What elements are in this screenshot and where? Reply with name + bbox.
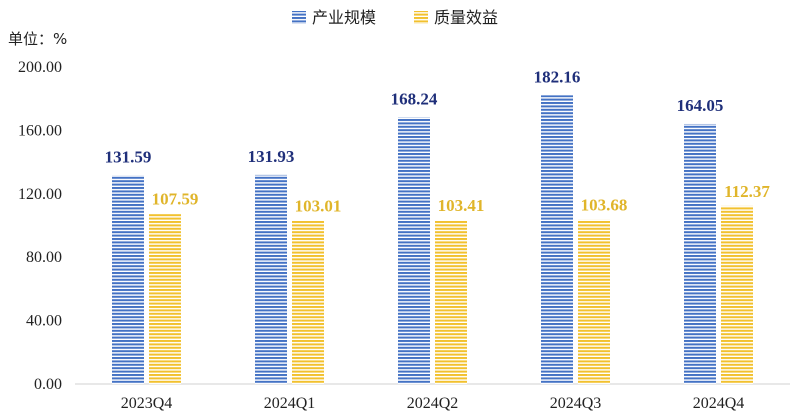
x-axis: 2023Q4 2024Q1 2024Q2 2024Q3 2024Q4 — [121, 395, 745, 412]
legend-label-series-1: 产业规模 — [312, 8, 376, 27]
bar-series-2-2023Q4 — [149, 213, 181, 384]
legend-label-series-2: 质量效益 — [434, 8, 498, 27]
legend-swatch-series-1 — [292, 11, 306, 24]
y-tick-label: 200.00 — [18, 59, 62, 76]
data-label-series-2-2024Q3: 103.68 — [581, 196, 628, 215]
y-tick-label: 40.00 — [26, 313, 62, 330]
data-label-series-1-2024Q2: 168.24 — [391, 89, 438, 108]
bar-series-2-2024Q2 — [435, 220, 467, 384]
y-tick-label: 0.00 — [34, 376, 62, 393]
bar-series-2-2024Q4 — [721, 205, 753, 384]
x-tick-label: 2024Q4 — [693, 395, 745, 412]
bar-series-1-2024Q1 — [255, 174, 287, 384]
unit-label: 单位：% — [8, 30, 67, 48]
data-label-series-2-2023Q4: 107.59 — [152, 189, 199, 208]
x-tick-label: 2024Q1 — [264, 395, 316, 412]
bar-series-2-2024Q3 — [578, 219, 610, 384]
data-label-series-1-2024Q4: 164.05 — [677, 96, 724, 115]
x-tick-label: 2023Q4 — [121, 395, 173, 412]
bar-series-1-2024Q3 — [541, 95, 573, 384]
data-label-series-1-2023Q4: 131.59 — [105, 147, 152, 166]
data-label-series-2-2024Q2: 103.41 — [438, 196, 485, 215]
y-axis: 0.00 40.00 80.00 120.00 160.00 200.00 — [18, 59, 62, 393]
x-tick-label: 2024Q2 — [407, 395, 459, 412]
bar-series-1-2024Q4 — [684, 123, 716, 385]
data-label-series-1-2024Q3: 182.16 — [534, 67, 581, 86]
bars — [112, 95, 753, 385]
data-label-series-1-2024Q1: 131.93 — [248, 147, 295, 166]
y-tick-label: 160.00 — [18, 122, 62, 139]
legend-swatch-series-2 — [414, 11, 428, 24]
y-tick-label: 120.00 — [18, 186, 62, 203]
bar-series-2-2024Q1 — [292, 220, 324, 384]
y-tick-label: 80.00 — [26, 249, 62, 266]
bar-series-1-2024Q2 — [398, 117, 430, 384]
data-label-series-2-2024Q1: 103.01 — [295, 197, 342, 216]
x-tick-label: 2024Q3 — [550, 395, 602, 412]
legend: 产业规模 质量效益 — [292, 8, 498, 27]
data-label-series-2-2024Q4: 112.37 — [724, 182, 770, 201]
value-labels: 131.59 107.59 131.93 103.01 168.24 103.41 182.… — [105, 67, 771, 215]
bar-series-1-2023Q4 — [112, 175, 144, 384]
